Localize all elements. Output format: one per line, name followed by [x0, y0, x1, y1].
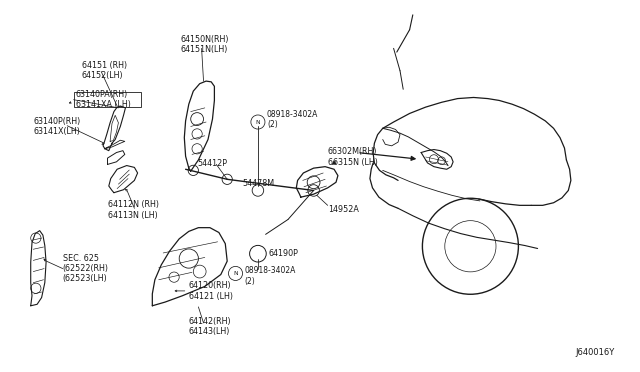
Text: SEC. 625
(62522(RH)
(62523(LH): SEC. 625 (62522(RH) (62523(LH)	[63, 254, 109, 283]
Text: 54478M: 54478M	[242, 179, 274, 187]
Text: 08918-3402A
(2): 08918-3402A (2)	[244, 266, 296, 286]
Text: N: N	[255, 119, 260, 125]
Text: 64151 (RH)
64152(LH): 64151 (RH) 64152(LH)	[82, 61, 127, 80]
Text: 64142(RH)
64143(LH): 64142(RH) 64143(LH)	[189, 317, 232, 336]
Text: 64120(RH)
64121 (LH): 64120(RH) 64121 (LH)	[189, 281, 233, 301]
Text: 64150N(RH)
64151N(LH): 64150N(RH) 64151N(LH)	[180, 35, 229, 54]
Text: 14952A: 14952A	[328, 205, 358, 214]
Text: J640016Y: J640016Y	[575, 348, 614, 357]
Text: 66302M(RH)
66315N (LH): 66302M(RH) 66315N (LH)	[328, 147, 378, 167]
Bar	[74, 92, 141, 107]
Text: 64190P: 64190P	[269, 249, 299, 258]
Text: 63140PA(RH)
63141XA (LH): 63140PA(RH) 63141XA (LH)	[76, 90, 131, 109]
Text: N: N	[233, 271, 238, 276]
Text: 64112N (RH)
64113N (LH): 64112N (RH) 64113N (LH)	[108, 201, 159, 220]
Text: 08918-3402A
(2): 08918-3402A (2)	[267, 110, 318, 129]
Text: 54412P: 54412P	[197, 159, 227, 168]
Text: 63140P(RH)
63141X(LH): 63140P(RH) 63141X(LH)	[34, 117, 81, 136]
